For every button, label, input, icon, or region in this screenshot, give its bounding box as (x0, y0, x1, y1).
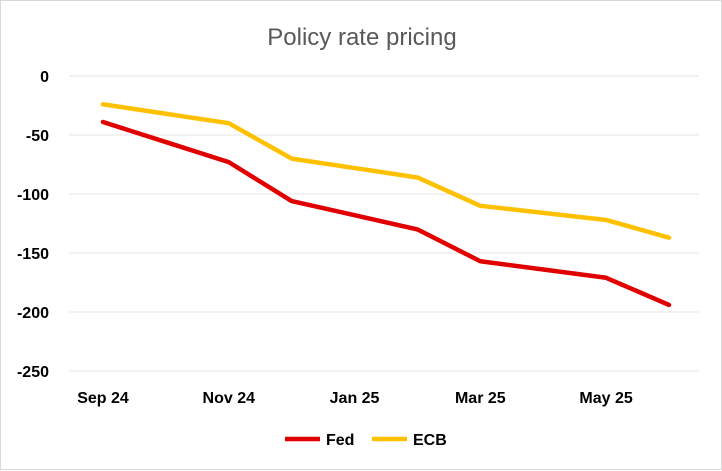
legend-label-ecb: ECB (413, 432, 447, 449)
y-tick-label: -50 (26, 128, 49, 145)
chart-title: Policy rate pricing (267, 24, 456, 51)
gridlines (69, 75, 699, 372)
series-line-ecb (100, 102, 672, 240)
x-tick-label: Nov 24 (203, 390, 256, 407)
y-tick-label: -200 (17, 305, 49, 322)
legend-label-fed: Fed (326, 432, 354, 449)
y-tick-label: -250 (17, 364, 49, 381)
legend: Fed ECB (285, 432, 447, 449)
x-axis-tick-labels: Sep 24 Nov 24 Jan 25 Mar 25 May 25 (77, 390, 633, 407)
y-tick-label: -100 (17, 187, 49, 204)
x-tick-label: Mar 25 (455, 390, 506, 407)
y-tick-label: 0 (40, 69, 49, 86)
x-tick-label: Sep 24 (77, 390, 129, 407)
y-axis-tick-labels: 0 -50 -100 -150 -200 -250 (17, 69, 49, 381)
x-tick-label: Jan 25 (330, 390, 380, 407)
series-line-fed (100, 119, 672, 308)
y-tick-label: -150 (17, 246, 49, 263)
x-tick-label: May 25 (579, 390, 632, 407)
series-lines (100, 102, 672, 308)
